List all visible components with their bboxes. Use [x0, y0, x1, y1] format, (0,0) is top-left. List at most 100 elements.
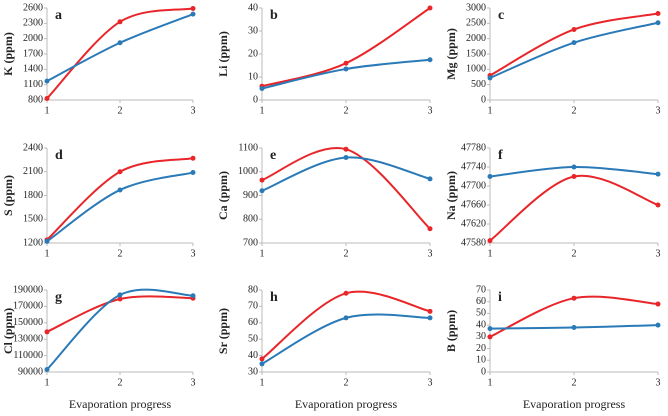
y-tick-label: 40 [248, 2, 258, 13]
panel-label: h [270, 290, 278, 305]
y-tick-label: 1700 [23, 48, 43, 59]
data-point [44, 367, 50, 373]
data-point [259, 86, 265, 91]
x-tick-label: 2 [572, 377, 577, 388]
x-axis-label: Evaporation progress [295, 397, 398, 411]
data-point [487, 334, 493, 340]
y-axis-label: Cl (ppm) [1, 308, 15, 354]
x-tick-label: 2 [118, 105, 123, 116]
x-tick-label: 3 [656, 377, 661, 388]
data-point [44, 95, 50, 101]
x-tick-label: 1 [45, 248, 50, 259]
series-line [46, 288, 194, 371]
y-tick-label: 0 [481, 366, 486, 377]
y-tick-label: 800 [28, 94, 43, 105]
data-point [427, 5, 433, 11]
x-tick-label: 1 [488, 377, 493, 388]
y-tick-label: 2500 [466, 18, 486, 29]
y-tick-label: 1200 [23, 237, 43, 248]
y-tick-label: 1000 [466, 64, 486, 75]
y-tick-label: 90000 [18, 366, 43, 377]
y-tick-label: 130000 [13, 333, 43, 344]
data-point [190, 11, 196, 17]
y-tick-label: 110000 [13, 350, 43, 361]
data-point [190, 293, 196, 299]
y-tick-label: 170000 [13, 301, 43, 312]
y-tick-label: 800 [243, 214, 258, 225]
y-tick-label: 150000 [13, 317, 43, 328]
data-point [259, 356, 265, 362]
data-point [571, 324, 577, 330]
x-tick-label: 3 [191, 248, 196, 259]
series-line [261, 146, 431, 230]
y-tick-label: 0 [481, 94, 486, 105]
x-tick-label: 2 [344, 248, 349, 259]
data-point [190, 6, 196, 12]
x-tick-label: 1 [260, 377, 265, 388]
data-point [427, 57, 433, 63]
y-tick-label: 30 [248, 366, 258, 377]
x-tick-label: 1 [45, 377, 50, 388]
data-point [427, 315, 433, 321]
x-tick-label: 2 [572, 248, 577, 259]
series-line [261, 7, 431, 88]
y-tick-label: 2000 [466, 33, 486, 44]
panel-label: b [270, 8, 278, 23]
y-tick-label: 2400 [23, 142, 43, 153]
data-point [487, 238, 493, 244]
y-tick-label: 60 [248, 317, 258, 328]
data-point [343, 290, 349, 296]
x-tick-label: 2 [118, 248, 123, 259]
y-tick-label: 1800 [23, 190, 43, 201]
x-tick-label: 3 [656, 248, 661, 259]
data-point [427, 226, 433, 232]
y-axis-label: Na (ppm) [444, 171, 458, 220]
y-axis-label: Sr (ppm) [216, 308, 230, 354]
data-point [655, 171, 661, 177]
panel-label: i [498, 290, 502, 305]
y-tick-label: 10 [476, 355, 486, 366]
data-point [571, 164, 577, 170]
panel-label: c [498, 8, 504, 23]
data-point [117, 169, 123, 175]
data-point [343, 146, 349, 152]
data-point [259, 188, 265, 194]
y-tick-label: 47780 [461, 142, 486, 153]
series-line [489, 295, 659, 338]
data-point [571, 26, 577, 32]
data-point [571, 40, 577, 46]
data-point [487, 174, 493, 179]
data-point [655, 322, 661, 328]
y-tick-label: 3000 [466, 2, 486, 13]
x-tick-label: 2 [344, 105, 349, 116]
y-tick-label: 40 [476, 319, 486, 330]
y-tick-label: 2300 [23, 18, 43, 29]
y-axis-label: Li (ppm) [216, 31, 230, 77]
panel-label: f [498, 148, 503, 163]
panel-label: d [55, 148, 63, 163]
data-point [44, 329, 50, 335]
x-tick-label: 3 [428, 105, 433, 116]
data-point [117, 40, 123, 46]
x-tick-label: 3 [191, 377, 196, 388]
data-point [655, 202, 661, 208]
y-tick-label: 47700 [461, 180, 486, 191]
data-point [117, 296, 123, 302]
series-line [46, 171, 194, 243]
y-tick-label: 50 [248, 333, 258, 344]
data-point [427, 176, 433, 182]
series-line [489, 174, 659, 242]
y-tick-label: 30 [248, 25, 258, 36]
data-point [343, 315, 349, 321]
y-tick-label: 70 [248, 301, 258, 312]
y-tick-label: 47660 [461, 199, 486, 210]
x-tick-label: 1 [488, 105, 493, 116]
series-line [261, 313, 431, 365]
data-point [117, 19, 123, 25]
x-tick-label: 1 [488, 248, 493, 259]
x-axis-label: Evaporation progress [523, 397, 626, 411]
panel-label: a [55, 8, 62, 23]
series-line [46, 295, 194, 333]
y-tick-label: 500 [471, 79, 486, 90]
